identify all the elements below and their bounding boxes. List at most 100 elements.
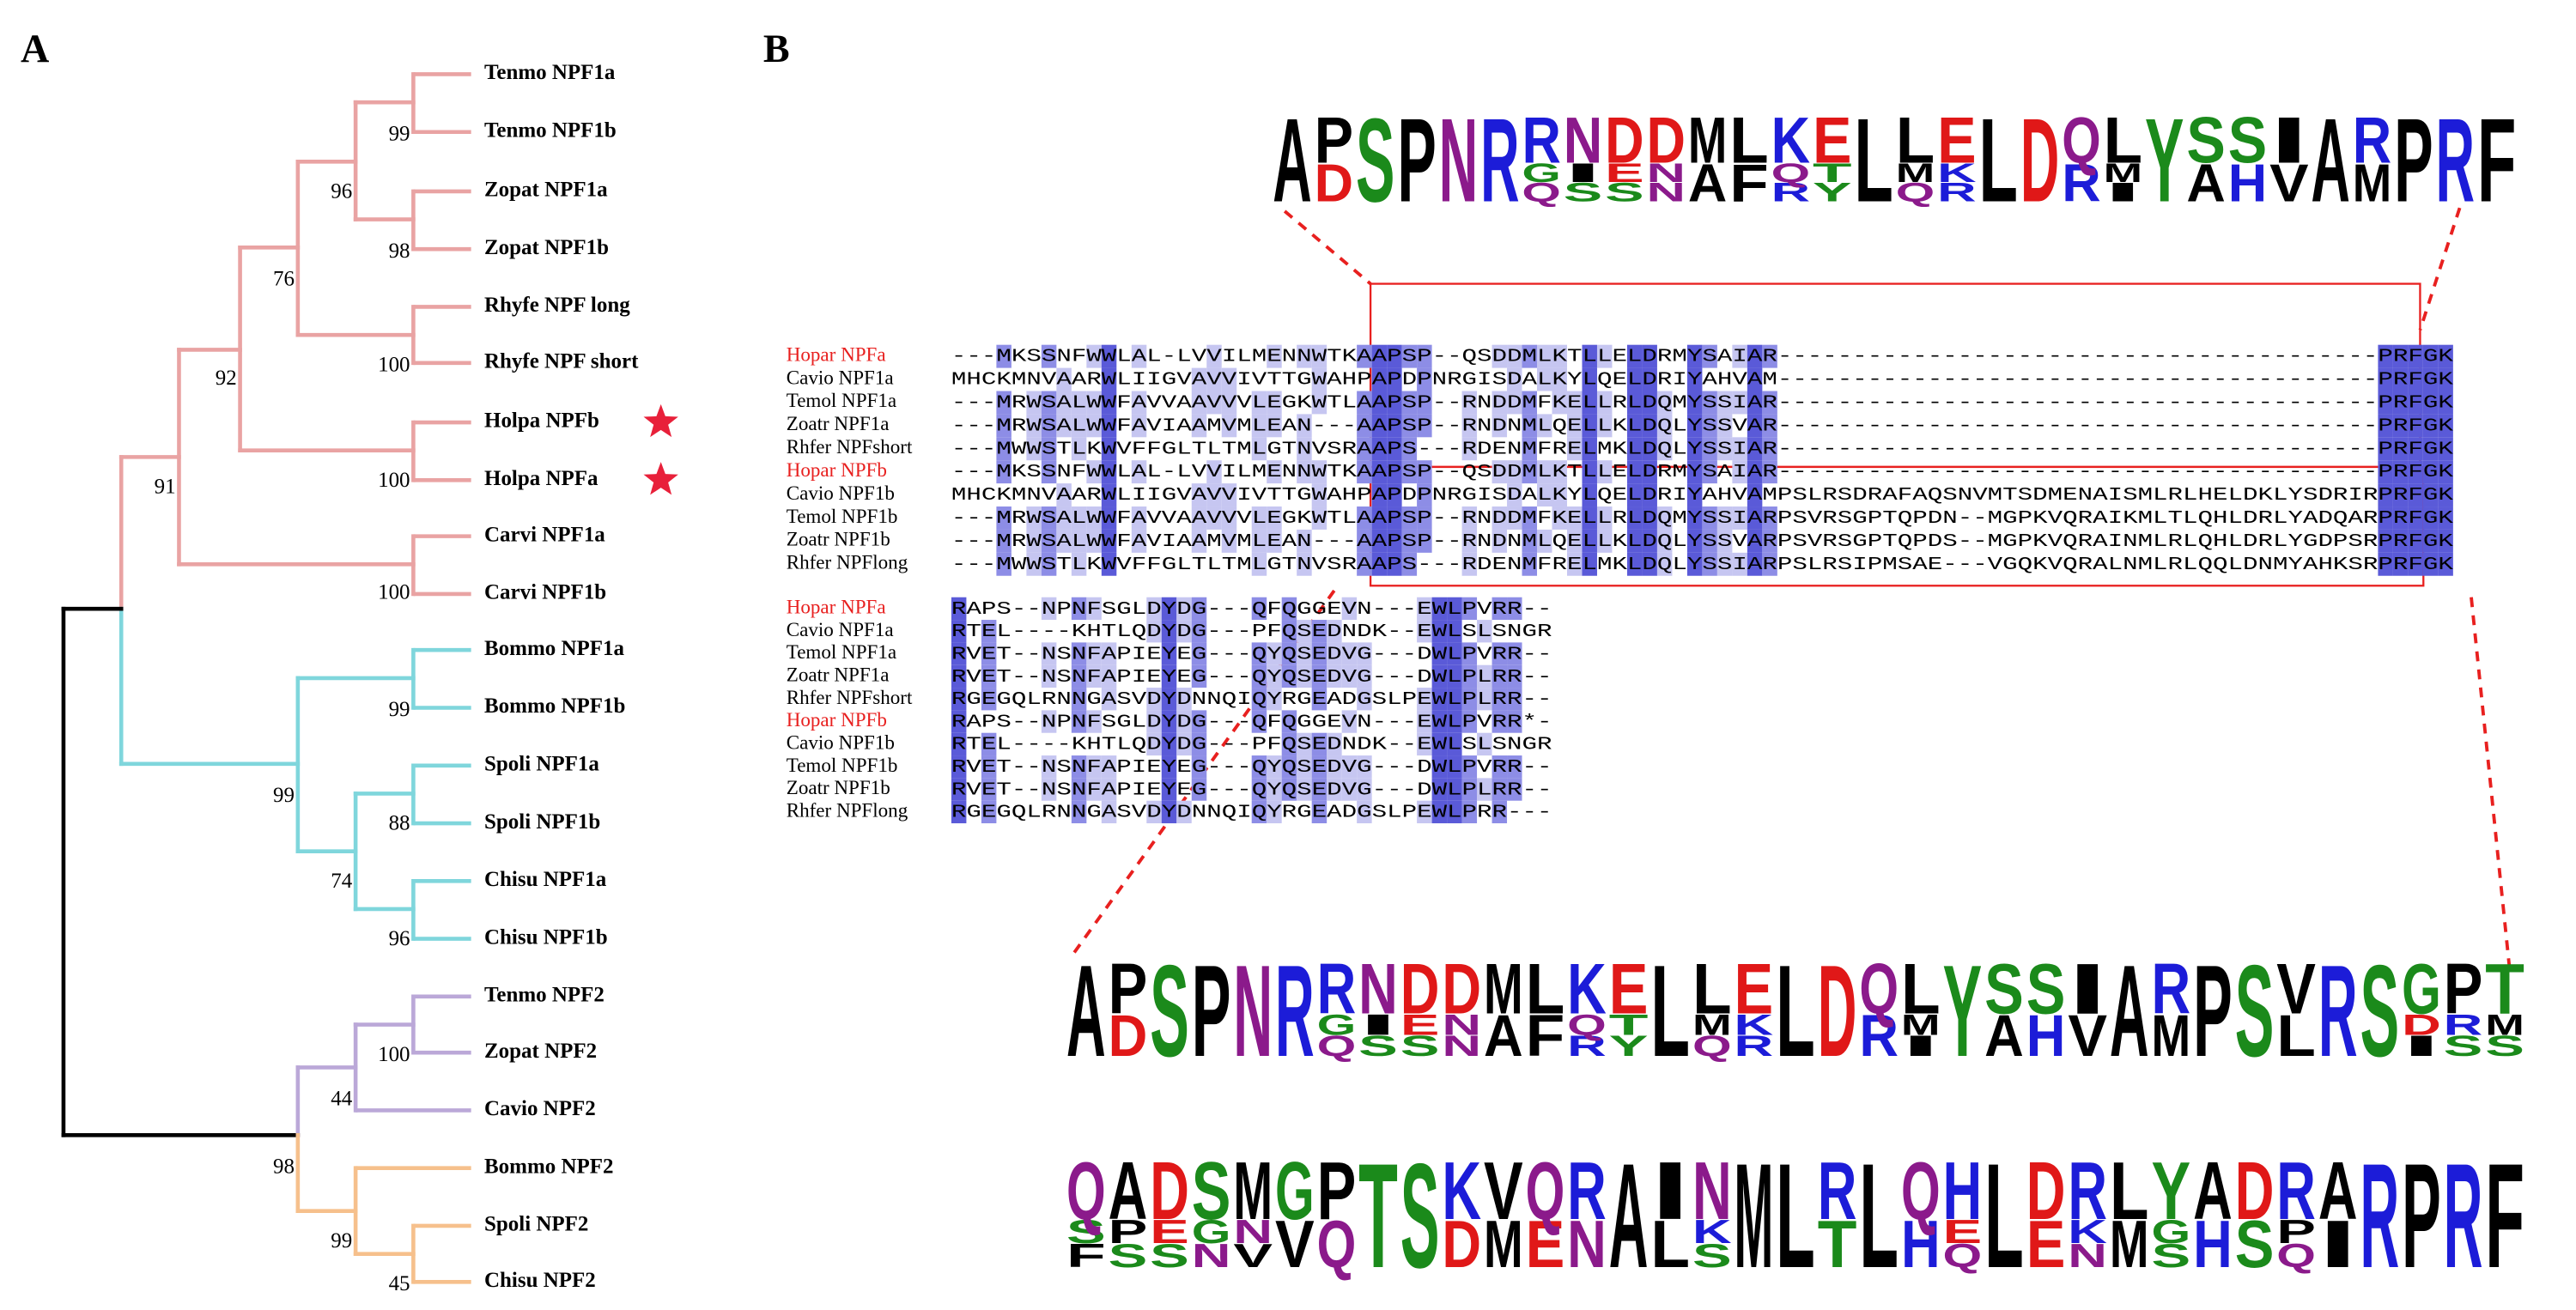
- conservation-shade: [1492, 597, 1508, 621]
- logo-letter: V: [2068, 1003, 2107, 1069]
- conservation-shade: [1431, 710, 1448, 733]
- conservation-shade: [1357, 344, 1372, 368]
- conservation-shade: [1327, 778, 1342, 801]
- conservation-shade: [951, 755, 967, 779]
- conservation-shade: [1537, 529, 1552, 553]
- conservation-shade: [1041, 506, 1057, 530]
- conservation-shade: [1101, 391, 1117, 415]
- conservation-shade: [2392, 437, 2409, 461]
- conservation-shade: [981, 800, 997, 824]
- zoom-markers: [1072, 207, 2512, 966]
- conservation-shade: [1161, 664, 1177, 688]
- logo-letter: E: [1609, 949, 1649, 1029]
- conservation-shade: [1161, 620, 1177, 643]
- conservation-shade: [1596, 460, 1613, 484]
- logo-letter: D: [1442, 949, 1481, 1029]
- conservation-shade: [1732, 344, 1747, 368]
- conservation-shade: [1086, 664, 1102, 688]
- conservation-shade: [2378, 506, 2393, 530]
- conservation-shade: [1191, 664, 1207, 688]
- conservation-shade: [1191, 620, 1207, 643]
- conservation-shade: [1747, 506, 1763, 530]
- logo-letter: Y: [1609, 1030, 1649, 1063]
- logo-letter: G: [1192, 1214, 1231, 1251]
- conservation-shade: [1686, 506, 1703, 530]
- conservation-shade: [981, 620, 997, 643]
- logo-letter: S: [1358, 1030, 1398, 1063]
- logo-letter: N: [1442, 1030, 1481, 1063]
- conservation-shade: [1387, 460, 1402, 484]
- conservation-shade: [1101, 642, 1117, 665]
- conservation-shade: [1357, 414, 1372, 438]
- logo-letter: P: [2444, 949, 2483, 1029]
- conservation-shade: [2438, 483, 2453, 507]
- conservation-shade: [1686, 414, 1703, 438]
- conservation-shade: [1702, 414, 1717, 438]
- conservation-shade: [1656, 437, 1673, 461]
- zoom-line: [2470, 597, 2512, 966]
- leaf-label: Tenmo NPF1b: [484, 118, 617, 142]
- conservation-shade: [1702, 552, 1717, 576]
- conservation-shade: [1251, 552, 1267, 576]
- conservation-shade: [1732, 391, 1747, 415]
- conservation-shade: [1026, 391, 1042, 415]
- logo-letter: M: [2152, 1003, 2191, 1069]
- tree: Tenmo NPF1a Tenmo NPF1b Zopat NPF1a Zopat N…: [61, 61, 678, 1295]
- sequence: ---MRWSALWWFAVVAAVVVLEGKWTLAAPSP--RNDDMF…: [951, 393, 2453, 414]
- conservation-shade: [1131, 414, 1147, 438]
- bootstrap-value: 44: [331, 1088, 352, 1111]
- logo-letter: S: [1692, 1238, 1732, 1275]
- conservation-shade: [996, 414, 1012, 438]
- conservation-shade: [1716, 391, 1733, 415]
- conservation-shade: [1447, 620, 1462, 643]
- conservation-shade: [1492, 778, 1508, 801]
- conservation-shade: [1041, 344, 1057, 368]
- conservation-shade: [1191, 732, 1207, 756]
- logo-letter: S: [2026, 949, 2066, 1029]
- conservation-shade: [1387, 437, 1402, 461]
- logo-letter: N: [1647, 177, 1686, 207]
- conservation-shade: [1401, 552, 1418, 576]
- logo-letter: V: [1275, 1206, 1315, 1282]
- conservation-shade: [1206, 506, 1222, 530]
- conservation-shade: [1582, 437, 1597, 461]
- conservation-shade: [2392, 367, 2409, 391]
- logo-letter: R: [1818, 1146, 1857, 1237]
- conservation-shade: [1552, 483, 1567, 507]
- conservation-shade: [1371, 506, 1388, 530]
- logo-letter: R: [1937, 177, 1976, 207]
- conservation-shade: [2378, 367, 2393, 391]
- conservation-shade: [996, 460, 1012, 484]
- conservation-shade: [1267, 529, 1282, 553]
- conservation-shade: [1297, 620, 1312, 643]
- leaf-label: Chisu NPF1a: [484, 868, 607, 891]
- logo-letter: L: [1776, 938, 1815, 1084]
- logo-letter: K: [1771, 105, 1810, 178]
- leaf-label: Zopat NPF1b: [484, 236, 609, 259]
- conservation-shade: [1626, 344, 1643, 368]
- leaf-label: Rhyfe NPF short: [484, 350, 639, 373]
- logo-letter: S: [1400, 1132, 1440, 1299]
- logo-letter: R: [2444, 1132, 2483, 1299]
- conservation-shade: [1221, 391, 1237, 415]
- bootstrap-value: 88: [389, 812, 410, 835]
- logo-letter: S: [1564, 177, 1602, 207]
- logo-letter: R: [1735, 1030, 1774, 1063]
- conservation-shade: [1041, 437, 1057, 461]
- logo-letter: L: [2276, 1003, 2316, 1069]
- conservation-shade: [1086, 391, 1102, 415]
- conservation-shade: [1417, 620, 1432, 643]
- conservation-shade: [1297, 778, 1312, 801]
- conservation-shade: [1267, 642, 1282, 665]
- logo-letter: G: [1522, 158, 1560, 188]
- bootstrap-value: 98: [273, 1155, 295, 1178]
- conservation-shade: [1311, 506, 1327, 530]
- conservation-shade: [1086, 597, 1102, 621]
- conservation-shade: [1251, 755, 1267, 779]
- logo-letter: F: [1066, 1238, 1106, 1275]
- logo-letter: M: [1735, 1132, 1774, 1299]
- conservation-shade: [1371, 367, 1388, 391]
- conservation-shade: [1716, 529, 1733, 553]
- conservation-shade: [1642, 344, 1657, 368]
- conservation-shade: [981, 755, 997, 779]
